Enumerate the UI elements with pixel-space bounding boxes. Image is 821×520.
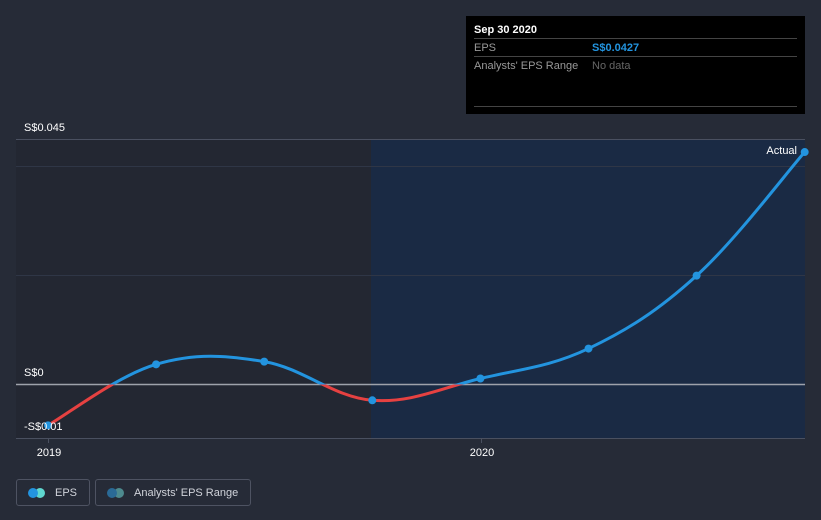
tooltip-eps-value: S$0.0427 xyxy=(592,41,640,54)
legend: EPS Analysts' EPS Range xyxy=(16,479,252,506)
legend-analysts-range[interactable]: Analysts' EPS Range xyxy=(95,479,252,506)
eps-data-point[interactable] xyxy=(152,360,161,369)
legend-eps[interactable]: EPS xyxy=(16,479,91,506)
tooltip-date: Sep 30 2020 xyxy=(474,24,537,36)
actual-annotation: Actual xyxy=(766,145,797,157)
x-tick-2020: 2020 xyxy=(469,447,495,459)
highlight-region xyxy=(371,139,805,438)
eps-data-point[interactable] xyxy=(692,271,701,280)
eps-data-point[interactable] xyxy=(800,148,809,157)
eps-data-point[interactable] xyxy=(476,374,485,383)
eps-data-points xyxy=(44,148,809,430)
tooltip-eps-label: EPS xyxy=(474,41,497,54)
tooltip-range-label: Analysts' EPS Range xyxy=(474,59,579,72)
x-tick-2019: 2019 xyxy=(36,447,62,459)
legend-eps-label: EPS xyxy=(55,486,78,499)
eps-data-point[interactable] xyxy=(368,396,377,405)
y-tick-zero: S$0 xyxy=(24,367,44,379)
tooltip-divider xyxy=(474,106,797,107)
eps-data-point[interactable] xyxy=(584,344,593,353)
eps-swatch-icon xyxy=(28,487,45,498)
legend-range-label: Analysts' EPS Range xyxy=(134,486,239,499)
eps-data-point[interactable] xyxy=(260,357,269,366)
tooltip-eps-row: EPS S$0.0427 xyxy=(474,38,797,56)
eps-data-point[interactable] xyxy=(44,421,52,430)
range-swatch-icon xyxy=(107,487,125,498)
tooltip-range-value: No data xyxy=(592,59,631,72)
tooltip-range-row: Analysts' EPS Range No data xyxy=(474,56,797,74)
tooltip: Sep 30 2020 EPS S$0.0427 Analysts' EPS R… xyxy=(466,16,805,114)
y-tick-top: S$0.045 xyxy=(24,122,65,134)
past-region xyxy=(16,139,371,438)
y-tick-bottom: -S$0.01 xyxy=(24,421,63,433)
